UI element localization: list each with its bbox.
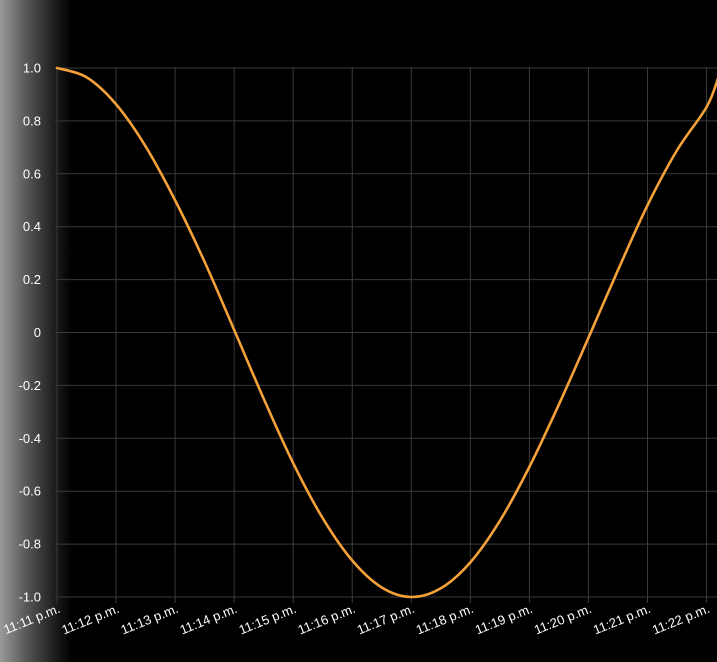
x-tick-label: 11:12 p.m. bbox=[59, 601, 121, 638]
x-tick-label: 11:11 p.m. bbox=[1, 601, 62, 637]
x-axis-tick-labels: 11:11 p.m.11:12 p.m.11:13 p.m.11:14 p.m.… bbox=[1, 601, 711, 638]
x-tick-label: 11:20 p.m. bbox=[532, 601, 594, 638]
y-tick-label: 0.8 bbox=[23, 113, 41, 128]
x-tick-label: 11:16 p.m. bbox=[296, 601, 358, 638]
y-tick-label: -0.4 bbox=[19, 431, 41, 446]
x-tick-label: 11:19 p.m. bbox=[473, 601, 535, 638]
y-tick-label: 0.6 bbox=[23, 166, 41, 181]
y-tick-label: -1.0 bbox=[19, 590, 41, 605]
x-tick-label: 11:22 p.m. bbox=[650, 601, 712, 638]
horizontal-gridlines bbox=[55, 67, 717, 598]
x-tick-label: 11:18 p.m. bbox=[414, 601, 476, 638]
left-edge-shading bbox=[0, 0, 72, 662]
series-group bbox=[55, 66, 717, 599]
y-tick-label: -0.6 bbox=[19, 484, 41, 499]
y-tick-label: -0.8 bbox=[19, 537, 41, 552]
x-tick-label: 11:17 p.m. bbox=[355, 601, 417, 638]
vertical-gridlines bbox=[56, 67, 708, 603]
x-tick-label: 11:13 p.m. bbox=[119, 601, 181, 638]
x-tick-label: 11:14 p.m. bbox=[178, 601, 240, 638]
x-tick-label: 11:15 p.m. bbox=[237, 601, 299, 638]
y-tick-label: 0.4 bbox=[23, 219, 41, 234]
x-tick-label: 11:21 p.m. bbox=[591, 601, 653, 638]
y-tick-label: 0.2 bbox=[23, 272, 41, 287]
y-axis-tick-labels: 1.0 0.8 0.6 0.4 0.2 0 -0.2 -0.4 -0.6 -0.8 -1.0 bbox=[19, 61, 41, 605]
y-tick-label: 0 bbox=[34, 325, 41, 340]
series-line bbox=[55, 66, 717, 599]
y-tick-label: -0.2 bbox=[19, 378, 41, 393]
y-tick-label: 1.0 bbox=[23, 61, 41, 76]
